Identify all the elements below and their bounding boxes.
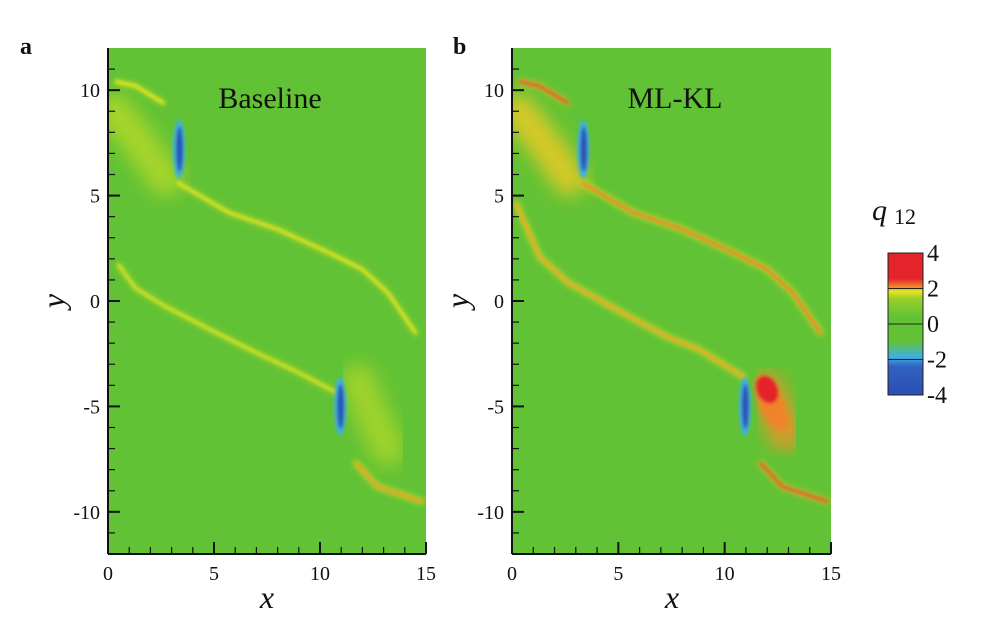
- diffuse-region: [341, 364, 405, 466]
- shear-streak: [117, 263, 341, 396]
- y-tick-label: -10: [477, 502, 504, 524]
- x-tick-label: 5: [613, 563, 623, 585]
- y-tick-label: 5: [90, 186, 100, 208]
- colorbar-tick-label: -4: [927, 383, 947, 409]
- y-tick-label: -5: [487, 396, 504, 418]
- y-tick-label: 0: [90, 291, 100, 313]
- vortex-core: [337, 384, 344, 429]
- field-background: [512, 48, 831, 554]
- shear-streak: [580, 181, 822, 335]
- panel-a: a Baseline x y 0 5 10 15 10 5 0 -5 -10: [20, 34, 436, 615]
- shear-streak: [354, 461, 424, 503]
- colorbar-tick-label: 4: [927, 241, 939, 267]
- contour-field: [108, 48, 426, 554]
- colorbar-tick-label: 0: [927, 312, 939, 338]
- y-tick-label: 10: [80, 80, 100, 102]
- vortex-core: [742, 384, 749, 429]
- shear-streak: [519, 80, 569, 105]
- y-axis-label: y: [35, 293, 71, 311]
- y-tick-label: 5: [494, 186, 504, 208]
- x-tick-label: 10: [715, 563, 735, 585]
- contour-field: [512, 48, 831, 554]
- shear-streak: [514, 202, 746, 379]
- shear-streak: [176, 181, 417, 335]
- panel-label: a: [20, 34, 32, 60]
- x-axis-label: x: [664, 579, 679, 615]
- high-value-blob: [756, 376, 779, 403]
- x-tick-label: 5: [209, 563, 219, 585]
- colorbar-label-subscript: 12: [894, 204, 916, 229]
- panel-title: ML-KL: [628, 82, 723, 115]
- y-axis-label: y: [439, 293, 475, 311]
- colorbar-tick-label: -2: [927, 348, 947, 374]
- y-tick-label: -5: [83, 396, 100, 418]
- x-tick-label: 15: [416, 563, 436, 585]
- panel-label: b: [453, 34, 466, 60]
- y-tick-label: 10: [484, 80, 504, 102]
- diffuse-region: [108, 94, 183, 196]
- y-tick-label: -10: [73, 502, 100, 524]
- x-tick-label: 10: [310, 563, 330, 585]
- colorbar: q 12 4 2 0 -2 -4: [872, 194, 947, 409]
- vortex-core: [580, 126, 587, 172]
- colorbar-label: q: [872, 194, 887, 227]
- diffuse-region: [512, 94, 587, 196]
- shear-streak: [115, 80, 165, 105]
- x-tick-label: 15: [821, 563, 841, 585]
- colorbar-tick-label: 2: [927, 277, 939, 303]
- x-axis-label: x: [259, 579, 274, 615]
- x-tick-label: 0: [103, 563, 113, 585]
- panel-b: b ML-KL x y 0 5 10 15 10 5 0 -5 -10: [439, 34, 841, 615]
- panel-title: Baseline: [218, 82, 321, 115]
- y-tick-label: 0: [494, 291, 504, 313]
- x-tick-label: 0: [507, 563, 517, 585]
- vortex-core: [176, 126, 183, 172]
- shear-streak: [759, 461, 829, 503]
